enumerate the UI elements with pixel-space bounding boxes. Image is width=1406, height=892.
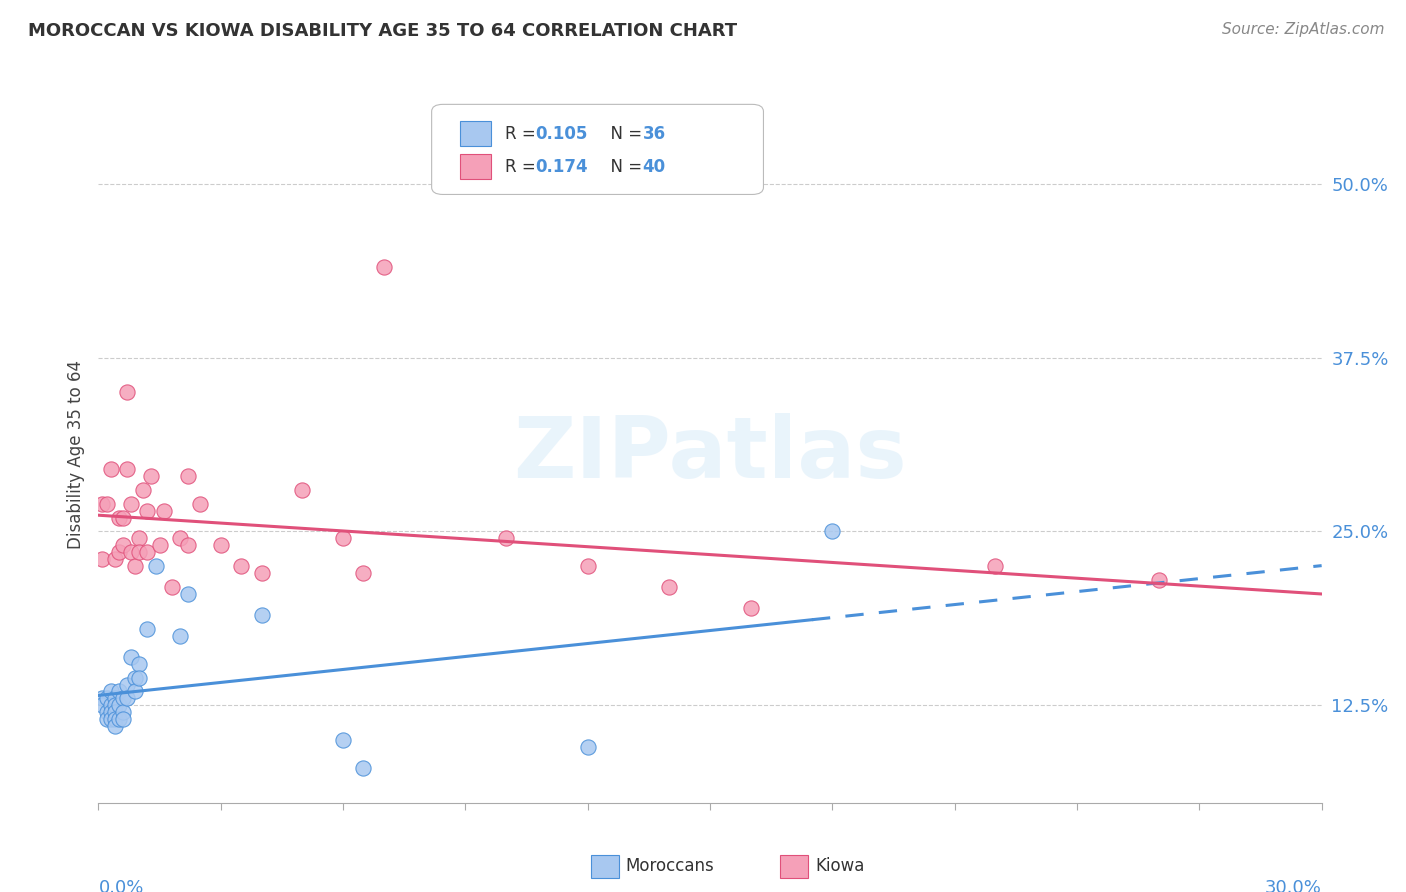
Text: Moroccans: Moroccans (626, 857, 714, 875)
Point (115, 691, 138, 706)
Point (373, 260, 395, 274)
Point (576, 740, 599, 755)
Point (231, 559, 253, 574)
Y-axis label: Disability Age 35 to 64: Disability Age 35 to 64 (66, 360, 84, 549)
Text: N =: N = (600, 158, 648, 176)
Point (111, 510, 134, 524)
Point (104, 552, 127, 566)
Text: 0.0%: 0.0% (98, 880, 143, 892)
Point (332, 532, 354, 546)
Point (352, 761, 374, 775)
Point (104, 698, 127, 713)
Text: 0.174: 0.174 (536, 158, 588, 176)
Point (141, 468, 163, 483)
Point (188, 497, 212, 511)
Point (91, 691, 114, 706)
Point (332, 733, 354, 747)
Text: MOROCCAN VS KIOWA DISABILITY AGE 35 TO 64 CORRELATION CHART: MOROCCAN VS KIOWA DISABILITY AGE 35 TO 6… (28, 22, 737, 40)
Point (115, 462, 138, 476)
Point (128, 671, 150, 685)
Point (100, 462, 122, 476)
Point (108, 712, 131, 726)
Point (576, 559, 599, 574)
Text: 0.105: 0.105 (536, 125, 588, 143)
Point (96, 706, 118, 720)
Point (124, 671, 146, 685)
Point (111, 538, 134, 552)
Point (91, 552, 114, 566)
Point (108, 698, 131, 713)
Text: Kiowa: Kiowa (815, 857, 865, 875)
Point (128, 532, 150, 546)
Point (177, 468, 200, 483)
Point (658, 580, 681, 594)
Point (104, 691, 127, 706)
Text: ZIPatlas: ZIPatlas (513, 413, 907, 497)
Point (108, 510, 131, 524)
Text: R =: R = (505, 125, 541, 143)
Point (1147, 573, 1170, 587)
Point (111, 712, 134, 726)
Point (120, 649, 142, 664)
Point (100, 712, 122, 726)
Point (100, 698, 122, 713)
Point (169, 629, 191, 643)
Point (136, 503, 159, 517)
Point (128, 545, 150, 559)
Point (177, 587, 200, 601)
Point (136, 622, 159, 636)
Point (108, 545, 131, 559)
Point (160, 580, 183, 594)
Point (111, 691, 134, 706)
Text: N =: N = (600, 125, 648, 143)
Point (91, 698, 114, 713)
Text: R =: R = (505, 158, 541, 176)
Point (136, 545, 159, 559)
Point (104, 719, 127, 733)
Point (115, 677, 138, 691)
Text: 30.0%: 30.0% (1265, 880, 1322, 892)
Point (209, 538, 232, 552)
Point (96, 712, 118, 726)
Point (115, 385, 138, 400)
Point (91, 497, 114, 511)
Point (177, 538, 200, 552)
Point (250, 566, 273, 581)
Point (984, 559, 1007, 574)
Point (120, 545, 142, 559)
Point (291, 483, 314, 497)
Point (124, 559, 146, 574)
Point (104, 706, 127, 720)
Point (132, 483, 155, 497)
Point (250, 607, 273, 622)
Point (495, 532, 517, 546)
Text: 36: 36 (643, 125, 665, 143)
Point (145, 559, 167, 574)
Point (96, 497, 118, 511)
Point (152, 503, 174, 517)
Point (128, 657, 150, 671)
Text: 40: 40 (643, 158, 665, 176)
Point (111, 706, 134, 720)
Point (149, 538, 172, 552)
Point (100, 706, 122, 720)
Point (352, 566, 374, 581)
Point (821, 524, 844, 539)
Point (124, 684, 146, 698)
Point (169, 532, 191, 546)
Point (740, 601, 762, 615)
Point (96, 691, 118, 706)
Point (100, 684, 122, 698)
Point (120, 497, 142, 511)
Text: Source: ZipAtlas.com: Source: ZipAtlas.com (1222, 22, 1385, 37)
Point (104, 712, 127, 726)
Point (108, 684, 131, 698)
